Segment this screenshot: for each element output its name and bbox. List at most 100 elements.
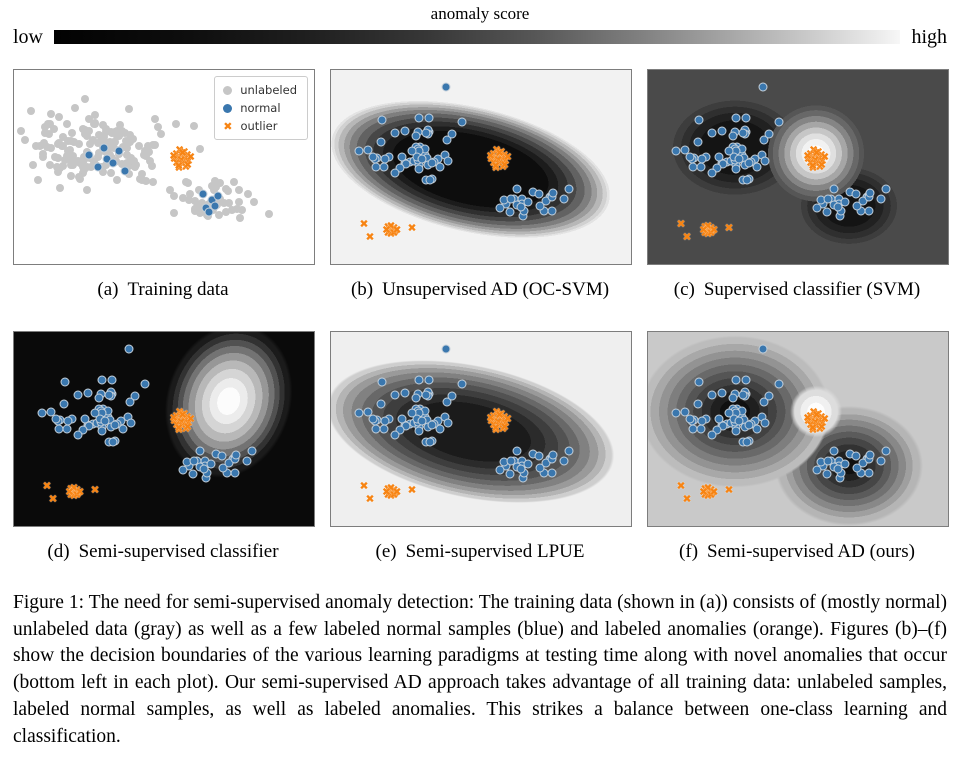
normal-marker — [354, 408, 364, 418]
subplot-tag: (d) — [47, 541, 70, 562]
normal-marker — [518, 211, 527, 221]
normal-marker — [424, 389, 434, 399]
normal-marker — [415, 142, 425, 152]
figure-caption: Figure 1: The need for semi-supervised a… — [13, 592, 947, 747]
normal-marker — [379, 162, 389, 172]
outlier-marker: ✖ — [488, 409, 498, 423]
unlabeled-marker — [96, 137, 105, 146]
normal-marker — [447, 391, 457, 401]
normal-marker — [829, 184, 839, 194]
normal-marker — [687, 154, 697, 164]
unlabeled-marker — [107, 128, 116, 137]
colorbar-header: anomaly score low high — [13, 4, 947, 47]
unlabeled-marker — [131, 162, 140, 171]
normal-marker — [559, 456, 569, 466]
normal-marker — [429, 157, 439, 167]
outlier-marker: ✖ — [42, 479, 52, 493]
normal-marker — [218, 463, 228, 473]
subplot-e: ✖ ✖ ✖ ✖ ✖ ✖ ✖ ✖ ✖ ✖ ✖ ✖ ✖ ✖ ✖ ✖ ✖ ✖ ✖ ✖ ✖ ✖ ✖ ✖ ✖ ✖ ✖ ✖ ✖ ✖ ✖ ✖ ✖ ✖ (e) Se… — [330, 331, 632, 563]
outlier-marker: ✖ — [485, 149, 496, 163]
normal-marker — [417, 416, 427, 426]
normal-marker — [505, 469, 515, 479]
normal-marker — [211, 449, 221, 459]
outlier-marker: ✖ — [387, 225, 398, 239]
unlabeled-marker — [111, 156, 120, 165]
normal-marker — [414, 113, 424, 123]
normal-marker — [517, 456, 527, 466]
normal-marker — [517, 461, 527, 471]
unlabeled-marker — [82, 132, 91, 141]
normal-marker — [505, 207, 515, 217]
normal-marker — [414, 146, 424, 156]
unlabeled-marker — [190, 122, 198, 131]
normal-marker — [696, 424, 706, 434]
outlier-marker: ✖ — [389, 488, 399, 502]
normal-marker — [816, 195, 826, 205]
outlier-marker: ✖ — [174, 423, 184, 437]
unlabeled-marker — [129, 135, 138, 144]
unlabeled-marker — [184, 195, 193, 204]
unlabeled-marker — [204, 212, 213, 221]
unlabeled-marker — [166, 186, 174, 195]
normal-marker — [390, 430, 400, 440]
normal-marker — [106, 391, 116, 401]
normal-marker — [242, 456, 252, 466]
normal-marker — [390, 168, 400, 178]
unlabeled-marker — [50, 125, 59, 134]
outlier-marker: ✖ — [491, 143, 502, 157]
normal-marker — [420, 406, 430, 416]
unlabeled-marker — [97, 163, 106, 172]
normal-marker — [746, 157, 756, 167]
unlabeled-marker — [98, 121, 107, 130]
outlier-marker: ✖ — [72, 488, 82, 502]
outlier-marker: ✖ — [709, 223, 719, 237]
normal-marker — [547, 468, 557, 478]
normal-marker — [694, 115, 704, 125]
legend-label: normal — [240, 101, 281, 115]
unlabeled-marker — [89, 119, 98, 128]
outlier-marker: ✖ — [64, 485, 75, 499]
normal-marker — [680, 145, 690, 155]
normal-marker — [94, 404, 104, 414]
normal-marker — [822, 469, 832, 479]
normal-marker — [739, 415, 749, 425]
normal-marker — [547, 192, 557, 202]
normal-marker — [37, 408, 47, 418]
outlier-legend-marker-icon: ✖ — [223, 119, 233, 133]
unlabeled-marker — [138, 176, 147, 185]
normal-marker — [107, 389, 117, 399]
normal-marker — [717, 158, 727, 168]
unlabeled-marker — [127, 134, 136, 143]
normal-marker — [729, 152, 739, 162]
normal-marker — [92, 418, 102, 428]
normal-marker — [125, 397, 135, 407]
normal-marker — [834, 199, 844, 209]
normal-marker — [95, 414, 105, 424]
normal-marker — [730, 406, 740, 416]
outlier-marker: ✖ — [392, 485, 402, 499]
unlabeled-marker — [232, 204, 241, 213]
normal-marker — [184, 461, 194, 471]
subplot-b: ✖ ✖ ✖ ✖ ✖ ✖ ✖ ✖ ✖ ✖ ✖ ✖ ✖ ✖ ✖ ✖ ✖ ✖ ✖ ✖ ✖ ✖ ✖ ✖ ✖ ✖ ✖ ✖ ✖ ✖ ✖ ✖ ✖ ✖ (b) Un… — [330, 69, 632, 301]
normal-marker — [818, 199, 828, 209]
unlabeled-marker — [87, 162, 96, 171]
normal-marker — [833, 202, 843, 212]
normal-marker — [689, 415, 699, 425]
normal-marker — [424, 127, 434, 137]
outlier-marker: ✖ — [486, 414, 496, 428]
normal-marker — [411, 393, 421, 403]
outlier-marker: ✖ — [173, 151, 183, 165]
normal-marker — [441, 82, 451, 92]
outlier-marker: ✖ — [186, 150, 196, 164]
unlabeled-marker — [80, 125, 89, 134]
outlier-marker: ✖ — [67, 486, 78, 500]
unlabeled-marker — [98, 168, 107, 177]
normal-marker — [201, 203, 211, 213]
outlier-marker: ✖ — [724, 221, 734, 235]
normal-marker — [411, 131, 421, 141]
outlier-marker: ✖ — [407, 483, 417, 497]
unlabeled-marker — [117, 127, 126, 136]
colorbar-low-label: low — [13, 26, 43, 48]
unlabeled-marker — [123, 139, 132, 148]
outlier-marker: ✖ — [171, 147, 181, 161]
